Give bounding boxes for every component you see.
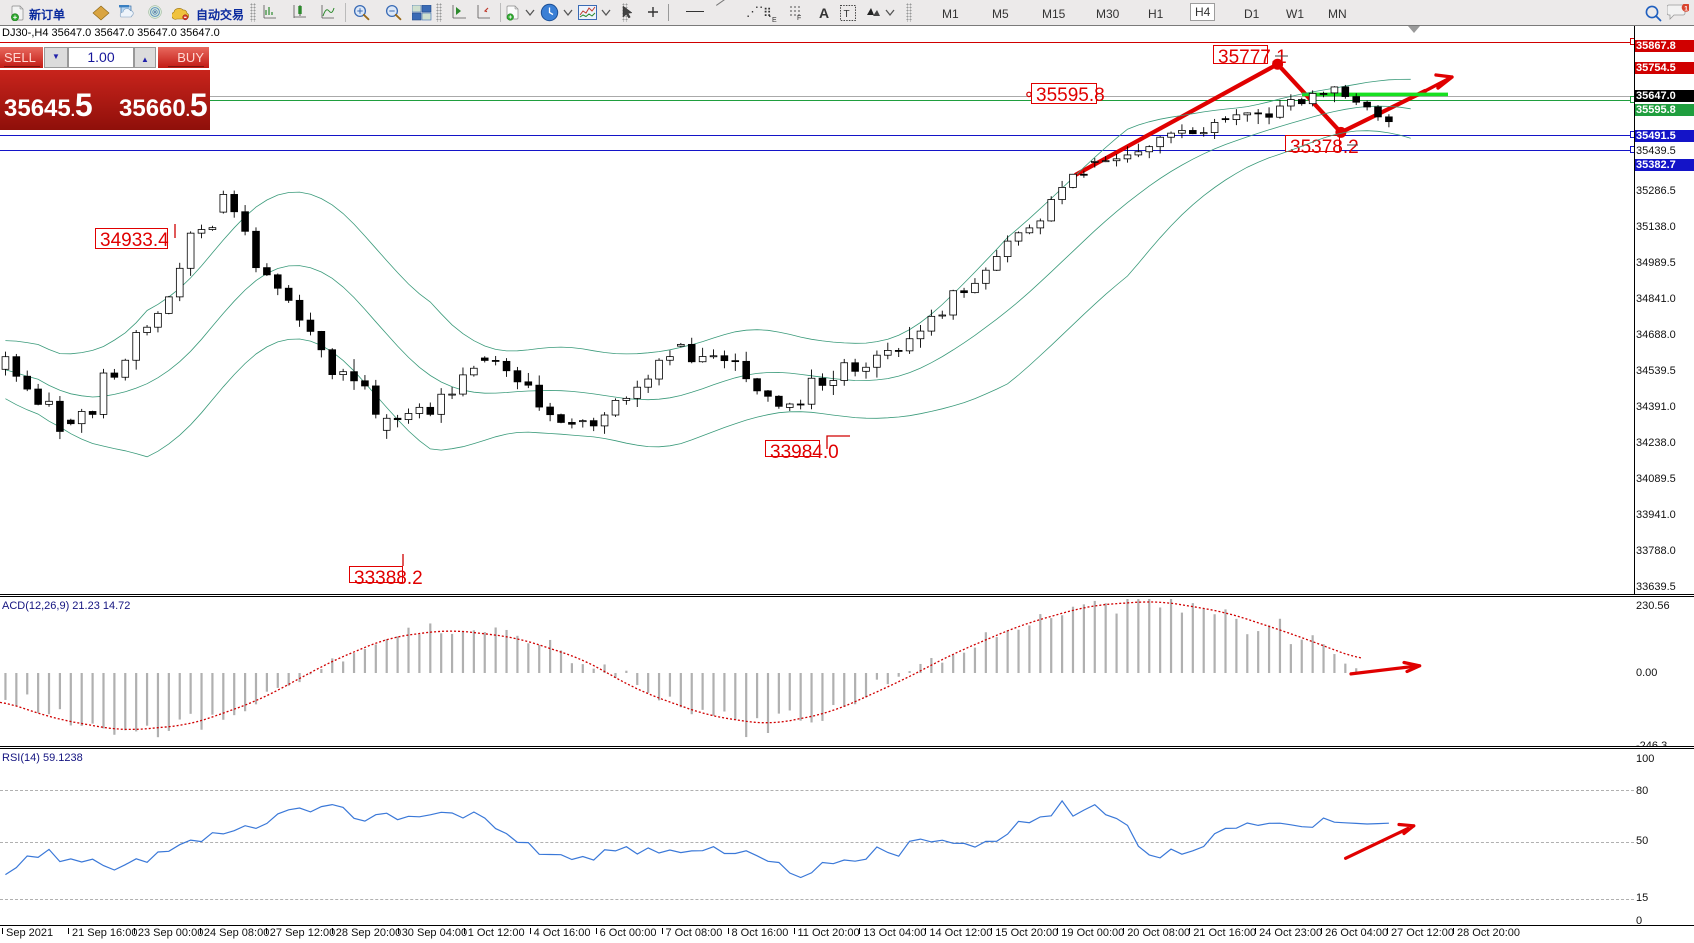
svg-text:F: F: [797, 15, 801, 20]
svg-text:E: E: [772, 17, 777, 22]
svg-text:1: 1: [1684, 5, 1688, 12]
svg-text:⠿: ⠿: [763, 6, 772, 20]
svg-text:T: T: [844, 9, 850, 20]
